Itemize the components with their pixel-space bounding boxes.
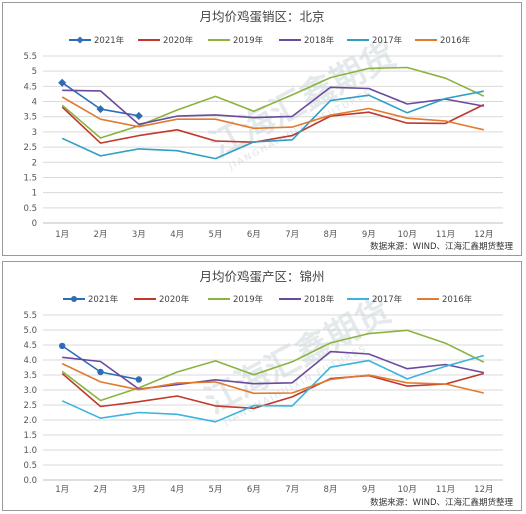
x-tick-label: 3月 <box>132 485 146 495</box>
x-tick-label: 10月 <box>398 230 417 240</box>
y-tick-label: 0.0 <box>23 476 37 486</box>
x-tick-label: 10月 <box>398 485 417 495</box>
series-line-2016年 <box>61 362 484 395</box>
x-tick-label: 9月 <box>362 230 376 240</box>
legend-marker <box>76 36 84 44</box>
legend-label: 2018年 <box>304 294 335 305</box>
series-line-2018年 <box>62 86 484 126</box>
x-tick-label: 8月 <box>324 230 338 240</box>
x-tick-label: 4月 <box>170 485 184 495</box>
series-line-2019年 <box>61 66 485 139</box>
x-tick-label: 11月 <box>436 230 455 240</box>
series-line-2016年 <box>61 96 484 131</box>
x-tick-label: 1月 <box>55 485 69 495</box>
y-tick-label: 3 <box>32 128 37 138</box>
x-tick-label: 7月 <box>285 485 299 495</box>
series-line-2020年 <box>61 372 485 410</box>
data-point-marker <box>97 368 104 376</box>
data-point-marker <box>58 342 66 350</box>
x-tick-label: 6月 <box>247 230 261 240</box>
y-tick-label: 1.5 <box>23 173 37 183</box>
chart-jinzhou: 月均价鸡蛋产区：锦州 0.0 0.5 1.0 1.5 2.0 2.5 3.0 3.5 4.0 4.5… <box>23 269 513 508</box>
data-source-note: 数据来源：WIND、江海汇鑫期货整理 <box>370 497 513 508</box>
y-tick-label: 3.5 <box>23 371 37 381</box>
chart-title: 月均价鸡蛋产区：锦州 <box>199 269 324 284</box>
data-point-marker <box>135 376 143 383</box>
y-tick-label: 2.0 <box>23 416 37 426</box>
y-tick-label: 3.5 <box>23 113 37 123</box>
legend-label: 2020年 <box>159 294 190 305</box>
y-tick-label: 1.5 <box>23 431 37 441</box>
y-tick-label: 1.0 <box>23 446 37 456</box>
x-tick-label: 8月 <box>324 485 338 495</box>
x-tick-label: 6月 <box>247 485 261 495</box>
series-line-2020年 <box>61 103 485 144</box>
series-line-2019年 <box>61 329 485 402</box>
legend-label: 2020年 <box>163 35 194 46</box>
data-source-note: 数据来源：WIND、江海汇鑫期货整理 <box>370 241 513 252</box>
x-tick-label: 9月 <box>362 485 376 495</box>
legend-label: 2017年 <box>372 294 403 305</box>
y-tick-label: 2 <box>32 158 37 168</box>
y-tick-label: 1 <box>32 189 37 199</box>
legend-label: 2021年 <box>94 35 125 46</box>
y-tick-label: 4.5 <box>23 82 37 92</box>
y-tick-label: 5.5 <box>23 311 37 321</box>
y-tick-label: 0 <box>32 219 37 229</box>
y-tick-label: 2.5 <box>23 143 37 153</box>
y-tick-label: 5.5 <box>23 52 37 62</box>
data-point-marker <box>58 78 67 87</box>
series-line-2018年 <box>62 350 484 390</box>
y-tick-label: 0.5 <box>23 204 37 214</box>
watermark-text: 江海汇鑫期货 <box>198 291 397 422</box>
y-tick-label: 5.0 <box>23 326 37 336</box>
y-tick-label: 4.5 <box>23 341 37 351</box>
x-tick-label: 7月 <box>285 230 299 240</box>
x-tick-label: 2月 <box>94 485 108 495</box>
data-point-marker <box>96 105 105 114</box>
y-tick-label: 4.0 <box>23 356 37 366</box>
legend-label: 2018年 <box>304 35 335 46</box>
x-tick-label: 1月 <box>55 230 69 240</box>
watermark-text: 江海汇鑫期货 <box>203 35 402 166</box>
series-line-2017年 <box>61 90 484 160</box>
legend-label: 2016年 <box>440 35 471 46</box>
legend-label: 2017年 <box>372 35 403 46</box>
x-tick-label: 3月 <box>132 230 146 240</box>
data-point-marker <box>134 111 143 120</box>
chart-panel-beijing: 月均价鸡蛋销区：北京 0 0.5 1 1.5 2 2.5 3 3.5 4 4.5 5 5.5 1月 2月 3月… <box>2 2 522 256</box>
y-tick-label: 4 <box>32 98 37 108</box>
chart-panel-jinzhou: 月均价鸡蛋产区：锦州 0.0 0.5 1.0 1.5 2.0 2.5 3.0 3.5 4.0 4.5… <box>2 261 522 511</box>
y-tick-label: 3.0 <box>23 386 37 396</box>
y-tick-label: 2.5 <box>23 401 37 411</box>
legend-label: 2021年 <box>88 294 119 305</box>
x-tick-label: 5月 <box>209 485 223 495</box>
y-tick-label: 0.5 <box>23 461 37 471</box>
x-tick-label: 5月 <box>209 230 223 240</box>
y-tick-label: 5 <box>32 67 37 77</box>
x-tick-label: 4月 <box>170 230 184 240</box>
chart-title: 月均价鸡蛋销区：北京 <box>199 9 324 24</box>
x-tick-label: 11月 <box>436 485 455 495</box>
legend-label: 2016年 <box>442 294 473 305</box>
legend-label: 2019年 <box>233 294 264 305</box>
legend-marker <box>71 296 77 302</box>
x-tick-label: 12月 <box>474 230 493 240</box>
chart-beijing: 月均价鸡蛋销区：北京 0 0.5 1 1.5 2 2.5 3 3.5 4 4.5 5 5.5 1月 2月 3月… <box>23 9 513 252</box>
series-line-2017年 <box>61 354 485 423</box>
x-tick-label: 12月 <box>474 485 493 495</box>
x-tick-label: 2月 <box>94 230 108 240</box>
legend-label: 2019年 <box>233 35 264 46</box>
